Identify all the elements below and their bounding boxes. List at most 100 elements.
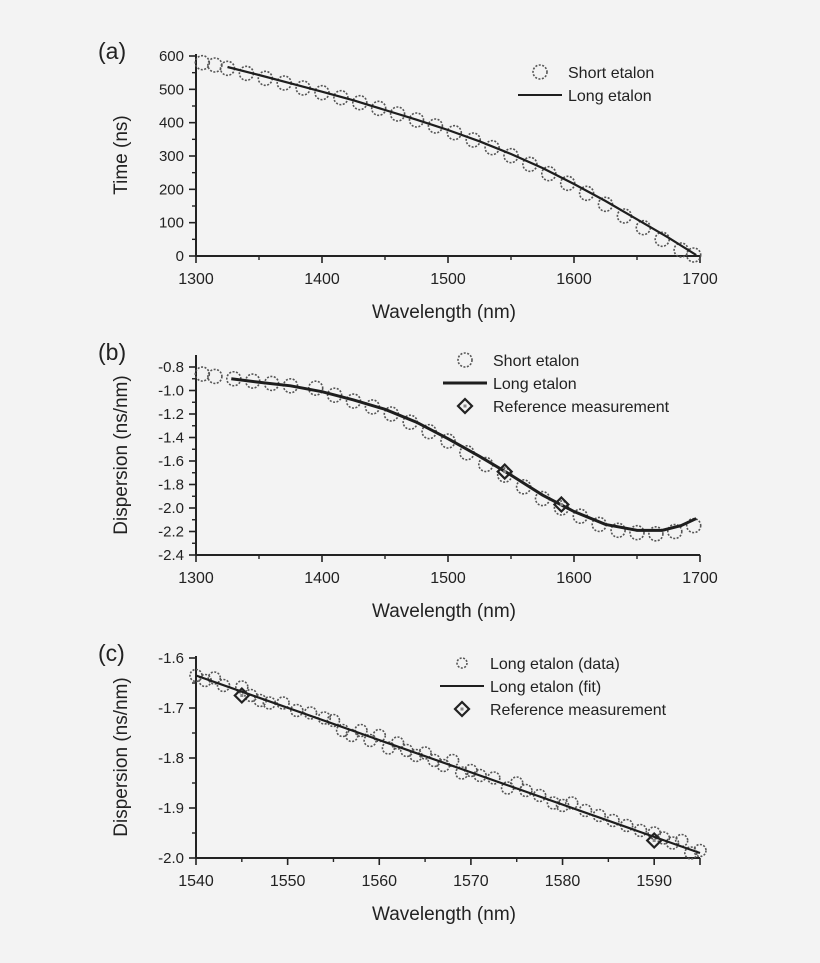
data-point [326,387,343,404]
x-tick-label: 1560 [361,873,397,890]
x-tick-label: 1500 [430,570,466,587]
legend-label: Long etalon [568,88,652,105]
data-point [389,106,406,122]
series-short-etalon [194,366,702,542]
x-tick-label: 1500 [430,271,466,288]
series-line [227,65,697,256]
data-point [370,100,387,117]
data-point [564,796,579,810]
y-tick-label: 300 [159,148,184,165]
x-tick-label: 1700 [682,570,718,587]
y-tick-label: 400 [159,115,184,132]
y-tick-label: -2.0 [158,850,184,867]
data-point-diamond-center [652,839,656,842]
x-tick-label: 1580 [545,873,581,890]
y-tick-label: -1.6 [158,650,184,667]
legend-diamond [453,700,471,718]
legend-diamond-center [463,404,467,408]
x-tick-label: 1300 [178,271,214,288]
legend-circle [532,64,548,80]
legend-label: Long etalon (fit) [490,679,601,696]
data-point [194,54,211,71]
data-point-diamond [552,495,570,514]
y-axis-label: Time (ns) [111,115,132,195]
x-tick-label: 1700 [682,271,718,288]
data-point [381,741,396,755]
panel-label: (b) [98,339,126,365]
data-point [610,522,626,539]
data-point [665,836,680,850]
y-tick-label: -2.2 [158,524,184,541]
data-point [326,713,341,728]
y-axis-label: Dispersion (ns/nm) [111,677,132,836]
data-point-diamond [233,686,251,705]
panel-label: (a) [98,38,126,64]
series-reference-measurement [496,463,570,514]
data-point [235,680,249,694]
x-tick-label: 1540 [178,873,214,890]
y-tick-label: -1.8 [158,477,184,494]
data-point [629,524,645,541]
data-point [555,798,570,813]
y-tick-label: -1.4 [158,430,184,447]
y-tick-label: -1.7 [158,700,184,717]
data-point [647,826,661,840]
data-point [399,743,414,758]
data-point-diamond [645,831,663,850]
panel-label: (c) [98,640,125,666]
y-tick-label: -2.0 [158,500,184,517]
data-point [509,776,524,790]
legend-diamond-center [460,707,464,711]
data-point [408,112,425,128]
x-tick-label: 1300 [178,570,214,587]
y-tick-label: -1.6 [158,453,184,470]
data-point [503,147,519,164]
x-axis-label: Wavelength (nm) [372,302,516,323]
data-point [445,753,460,768]
legend-entry: Long etalon [518,88,652,105]
panel-a: 1300 1400 1500 1600 1700 0 100 200 300 400 500 600 W… [98,38,718,323]
data-point [390,736,405,750]
x-tick-label: 1400 [304,271,340,288]
legend-entry: Long etalon (data) [456,656,620,673]
x-tick-label: 1600 [556,271,592,288]
data-point [207,671,222,685]
x-tick-label: 1570 [453,873,489,890]
legend-diamond [456,397,474,415]
legend-label: Reference measurement [490,702,667,719]
y-tick-label: 100 [159,215,184,232]
y-tick-label: 0 [176,248,184,265]
legend-label: Short etalon [568,65,654,82]
legend-label: Long etalon (data) [490,656,620,673]
series-long-etalon-fit- [195,674,701,855]
panel-b: 1300 1400 1500 1600 1700 -0.8 -1.0 -1.2 -1.4 -1.6… [98,339,718,622]
series-short-etalon [194,54,702,263]
data-point [648,526,664,542]
data-point [207,57,223,73]
y-axis-label: Dispersion (ns/nm) [111,375,132,534]
data-point [189,668,203,683]
data-point [289,703,304,718]
legend-circle [456,657,468,669]
panel-c: 1540 1550 1560 1570 1580 1590 -1.6 -1.7 -1.8 -1.9… [98,640,707,925]
x-axis-label: Wavelength (nm) [372,904,516,925]
data-point [351,94,368,111]
legend-entry: Long etalon [443,376,577,393]
x-tick-label: 1550 [270,873,306,890]
data-point-diamond-center [240,694,244,697]
x-tick-label: 1400 [304,570,340,587]
data-point [446,124,463,141]
legend-label: Long etalon [493,376,577,393]
data-point [344,728,359,743]
y-tick-label: -1.9 [158,800,184,817]
y-tick-label: 600 [159,48,184,65]
y-tick-label: -1.0 [158,383,184,400]
legend-label: Reference measurement [493,399,670,416]
y-tick-label: 500 [159,81,184,98]
y-tick-label: -1.2 [158,406,184,423]
series-long-etalon [231,377,697,532]
y-tick-label: -2.4 [158,547,184,564]
data-point [335,723,350,738]
series-line [231,377,697,532]
